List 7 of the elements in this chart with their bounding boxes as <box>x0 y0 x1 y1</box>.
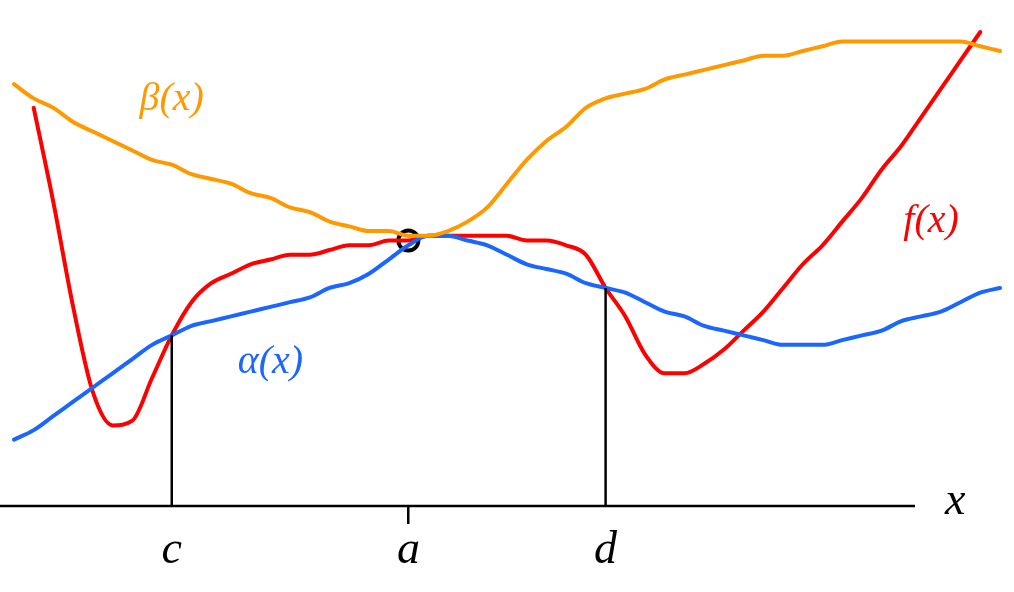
series-label: β(x) <box>138 74 204 120</box>
x-tick-label: c <box>161 522 182 574</box>
x-tick-label: a <box>396 522 420 574</box>
series-label: α(x) <box>237 337 304 383</box>
x-tick-label: d <box>594 522 619 574</box>
series-label: f(x) <box>903 195 959 241</box>
x-axis-title: x <box>944 473 966 525</box>
